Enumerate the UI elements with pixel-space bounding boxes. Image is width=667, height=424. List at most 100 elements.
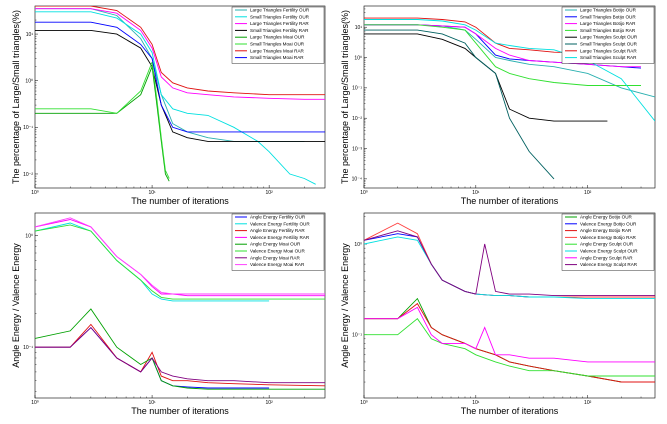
legend-entry: Large Triangles Fertility RAR <box>250 21 309 26</box>
series-line-6 <box>364 236 655 300</box>
legend-box <box>231 6 325 64</box>
series-line-5 <box>35 308 325 390</box>
legend-entry: Valence Energy Botijo RAR <box>580 235 637 240</box>
x-tick-label: 10⁰ <box>31 400 39 406</box>
panel-bottom-right: 10⁰ 10¹ 10² 10⁻¹ 10⁰ The number of iterations… <box>340 212 656 416</box>
legend-entry: Small Triangles Fertility OUR <box>250 14 310 19</box>
series-line-3 <box>364 24 641 68</box>
x-tick-label: 10² <box>266 190 274 196</box>
y-tick-label: 10⁰ <box>354 55 362 61</box>
series-line-3 <box>35 8 325 100</box>
y-tick-label: 10¹ <box>355 25 363 31</box>
legend-entry: Large Triangles Botijo RAR <box>580 21 636 26</box>
y-tick-label: 10⁻³ <box>352 146 362 152</box>
legend-entry: Valence Energy Fertility OUR <box>250 221 310 226</box>
series-group <box>35 6 325 185</box>
legend-entry: Angle Energy Fertility RAR <box>250 228 305 233</box>
series-line-6 <box>35 61 170 179</box>
legend-entry: Valence Energy Fertility RAR <box>250 235 310 240</box>
legend-entry: Angle Energy Sculpt RAR <box>580 255 633 260</box>
y-tick-label: 10¹ <box>26 32 34 38</box>
legend-entry: Small Triangles Botijo RAR <box>580 28 636 33</box>
series-line-2 <box>35 11 316 185</box>
legend-entry: Valence Energy Sculpt OUR <box>580 249 638 254</box>
y-tick-label: 10⁻¹ <box>23 345 33 351</box>
legend-entry: Large Triangles Fertility OUR <box>250 8 310 13</box>
y-tick-label: 10⁰ <box>354 242 362 248</box>
x-tick-label: 10¹ <box>472 190 480 196</box>
y-tick-label: 10⁻¹ <box>352 332 362 338</box>
y-tick-label: 10⁻² <box>23 172 33 178</box>
x-tick-label: 10² <box>584 400 592 406</box>
legend-entry: Large Triangles Sculpt OUR <box>580 35 638 40</box>
legend-entry: Valence Energy Moai OUR <box>250 249 305 254</box>
legend-entry: Large Triangles Sculpt RAR <box>580 48 637 53</box>
legend-entry: Angle Energy Fertility OUR <box>250 215 306 220</box>
legend-entry: Small Triangles Moai RAR <box>250 55 304 60</box>
legend-entry: Angle Energy Botijo RAR <box>580 228 632 233</box>
legend-entry: Large Triangles Moai RAR <box>250 48 305 53</box>
x-tick-label: 10¹ <box>148 400 156 406</box>
legend-entry: Small Triangles Sculpt OUR <box>580 42 638 47</box>
series-line-3 <box>35 323 325 387</box>
x-tick-label: 10¹ <box>148 190 156 196</box>
series-line-6 <box>35 224 325 300</box>
legend-entry: Angle Energy Moai OUR <box>250 242 301 247</box>
series-line-4 <box>35 29 325 142</box>
legend-entry: Large Triangles Botijo OUR <box>580 8 637 13</box>
y-tick-label: 10⁻¹ <box>352 86 362 92</box>
y-tick-label: 10⁻⁴ <box>352 177 362 183</box>
x-tick-label: 10⁰ <box>360 190 368 196</box>
legend-entry: Large Triangles Moai OUR <box>250 35 305 40</box>
x-tick-label: 10² <box>584 190 592 196</box>
series-line-7 <box>35 6 325 96</box>
legend-entry: Small Triangles Botijo OUR <box>580 14 636 19</box>
y-tick-label: 10⁻¹ <box>23 125 33 131</box>
x-axis-title: The number of iterations <box>131 406 229 416</box>
series-line-8 <box>35 217 325 295</box>
series-line-6 <box>364 29 555 180</box>
x-tick-label: 10⁰ <box>31 190 39 196</box>
series-line-8 <box>35 21 325 133</box>
x-tick-label: 10⁰ <box>360 400 368 406</box>
y-tick-label: 10⁰ <box>25 79 33 85</box>
series-line-4 <box>364 24 641 86</box>
y-axis-title: Angle Energy / Valence Energy <box>11 243 21 368</box>
series-line-7 <box>364 306 655 363</box>
series-line-8 <box>364 230 655 297</box>
legend-box <box>561 213 655 271</box>
legend-entry: Small Triangles Sculpt RAR <box>580 55 637 60</box>
y-tick-label: 10⁻² <box>352 116 362 122</box>
x-axis-title: The number of iterations <box>131 196 229 206</box>
y-axis-title: The percentage of Large/Small triangles(… <box>11 10 21 184</box>
series-line-5 <box>364 318 655 377</box>
series-line-7 <box>35 326 325 384</box>
series-group <box>35 217 325 390</box>
legend-entry: Angle Energy Botijo OUR <box>580 215 633 220</box>
x-tick-label: 10² <box>266 400 274 406</box>
x-tick-label: 10¹ <box>472 400 480 406</box>
legend-entry: Valence Energy Moai RAR <box>250 262 305 267</box>
legend-entry: Valence Energy Sculpt RAR <box>580 262 638 267</box>
legend-entry: Angle Energy Sculpt OUR <box>580 242 634 247</box>
legend-entry: Small Triangles Fertility RAR <box>250 28 309 33</box>
y-tick-label: 10⁰ <box>25 234 33 240</box>
series-line-5 <box>35 64 170 182</box>
y-axis-title: The percentage of Large/Small triangles(… <box>340 10 350 184</box>
legend-box <box>561 6 655 64</box>
panel-bottom-left: 10⁰ 10¹ 10² 10⁻¹ 10⁰ The number of iterations… <box>11 212 326 416</box>
y-axis-title: Angle Energy / Valence Energy <box>340 243 350 368</box>
legend-entry: Valence Energy Botijo OUR <box>580 221 637 226</box>
x-axis-title: The number of iterations <box>461 196 559 206</box>
legend-entry: Small Triangles Moai OUR <box>250 42 305 47</box>
legend-box <box>231 213 325 271</box>
series-group <box>364 222 655 383</box>
legend-entry: Angle Energy Moai RAR <box>250 255 300 260</box>
